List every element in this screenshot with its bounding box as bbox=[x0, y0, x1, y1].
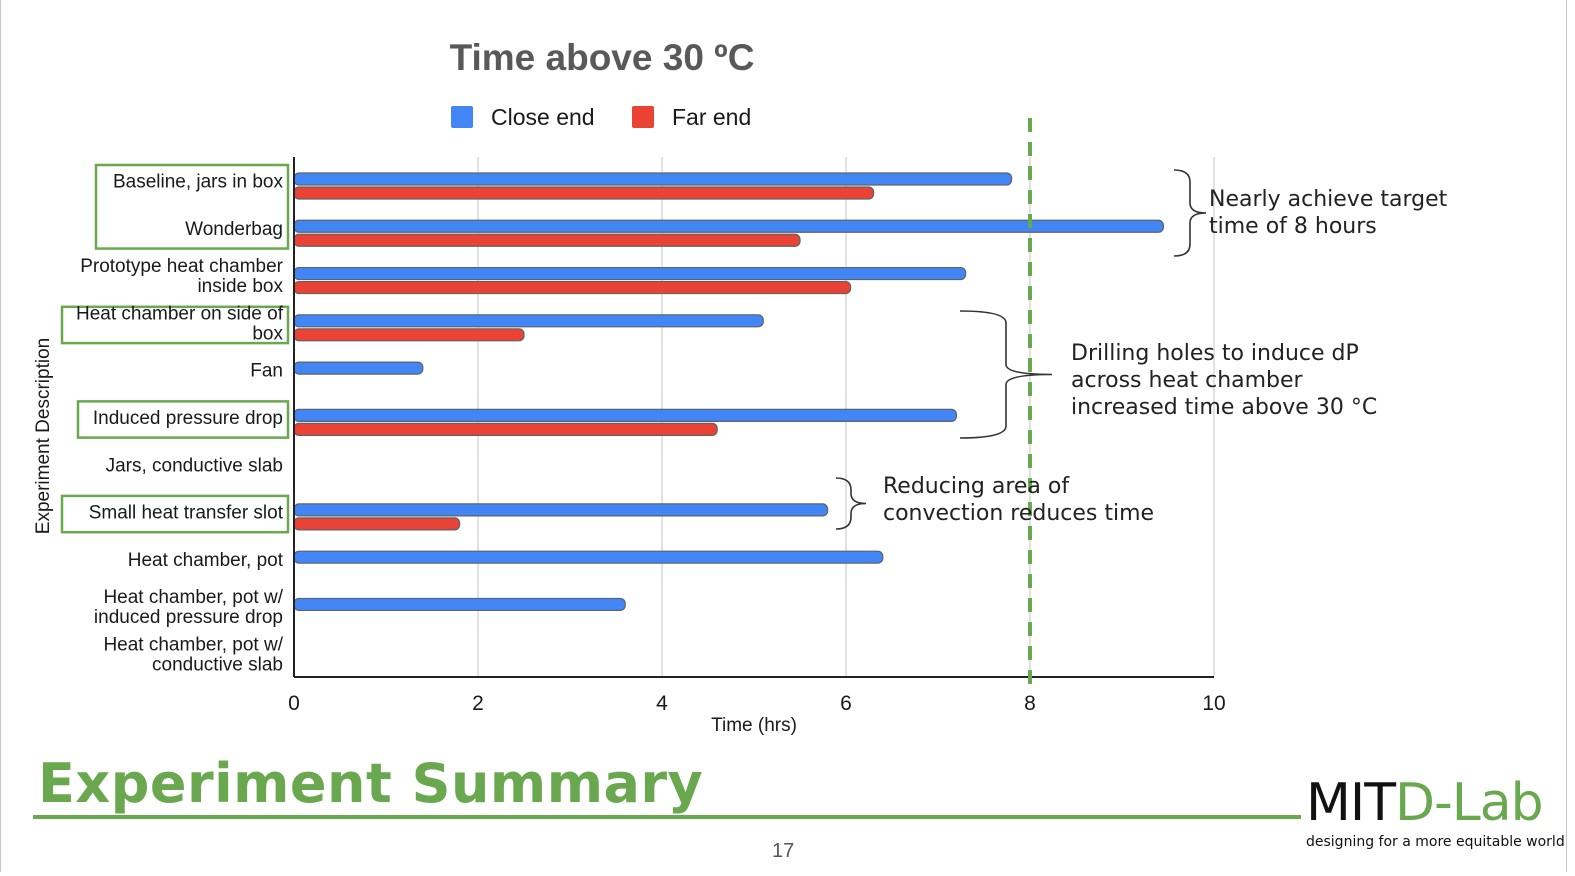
bar-far-end-small-heat-transfer-slot bbox=[293, 517, 461, 531]
bar-far-end-wonderbag bbox=[293, 233, 801, 247]
highlight-boxes bbox=[60, 163, 290, 534]
category-label-prototype-heat-chamber-inside-box: Prototype heat chamber inside box bbox=[80, 256, 283, 297]
title-underline bbox=[33, 815, 1301, 819]
page-number: 17 bbox=[772, 840, 795, 862]
bar-close-end-small-heat-transfer-slot bbox=[293, 503, 829, 517]
bar-far-end-heat-chamber-on-side-of-box bbox=[293, 328, 525, 342]
x-tick-10: 10 bbox=[1202, 692, 1225, 715]
bar-close-end-heat-chamber-on-side-of-box bbox=[293, 314, 764, 328]
legend-swatch-close-end bbox=[451, 106, 473, 128]
axes bbox=[293, 157, 1214, 678]
annotation-2: Drilling holes to induce dP across heat c… bbox=[1071, 341, 1377, 420]
legend-label-far-end: Far end bbox=[672, 104, 751, 130]
x-tick-0: 0 bbox=[288, 692, 300, 715]
annotation-3: Reducing area of convection reduces time bbox=[883, 474, 1154, 526]
category-label-wonderbag: Wonderbag bbox=[185, 219, 283, 240]
category-label-heat-chamber-pot-w-conductive-slab: Heat chamber, pot w/conductive slab bbox=[103, 634, 283, 675]
category-label-small-heat-transfer-slot: Small heat transfer slot bbox=[89, 503, 284, 524]
logo-tagline: designing for a more equitable world bbox=[1306, 834, 1565, 850]
legend-swatch-far-end bbox=[632, 106, 654, 128]
category-label-heat-chamber-pot: Heat chamber, pot bbox=[128, 550, 284, 571]
bar-chart: Time above 30 ºC Close end Far end Baseli… bbox=[33, 37, 1448, 736]
x-tick-labels: 0 2 4 6 8 10 bbox=[288, 692, 1226, 715]
legend: Close end Far end bbox=[451, 104, 751, 130]
x-tick-6: 6 bbox=[840, 692, 852, 715]
brace-convection bbox=[835, 477, 867, 530]
x-tick-4: 4 bbox=[656, 692, 668, 715]
x-axis-title: Time (hrs) bbox=[711, 715, 797, 736]
logo-mit: MIT bbox=[1306, 773, 1396, 833]
bar-close-end-fan bbox=[293, 361, 424, 375]
mit-dlab-logo: MITD-Lab designing for a more equitable … bbox=[1306, 774, 1565, 850]
annotations: Nearly achieve target time of 8 hours Dril… bbox=[835, 169, 1448, 530]
legend-label-close-end: Close end bbox=[491, 104, 595, 130]
category-label-heat-chamber-on-side-of-box: Heat chamber on side of box bbox=[76, 303, 284, 344]
bars bbox=[293, 172, 1165, 612]
highlight-box-heat-chamber-on-side-of-box bbox=[60, 305, 290, 345]
bar-close-end-induced-pressure-drop bbox=[293, 408, 958, 422]
bar-close-end-wonderbag bbox=[293, 219, 1165, 233]
y-axis-title: Experiment Description bbox=[33, 338, 54, 534]
logo-dlab: D-Lab bbox=[1394, 773, 1544, 833]
annotation-1: Nearly achieve target time of 8 hours bbox=[1209, 187, 1448, 239]
slide-title: Experiment Summary bbox=[38, 752, 704, 815]
x-tick-8: 8 bbox=[1024, 692, 1036, 715]
category-label-fan: Fan bbox=[250, 361, 283, 382]
category-label-jars-conductive-slab: Jars, conductive slab bbox=[106, 455, 283, 476]
brace-target bbox=[1173, 169, 1207, 257]
bar-close-end-heat-chamber-pot bbox=[293, 550, 884, 564]
highlight-box-small-heat-transfer-slot bbox=[60, 494, 290, 534]
chart-title: Time above 30 ºC bbox=[450, 37, 755, 78]
bar-far-end-prototype-heat-chamber-inside-box bbox=[293, 280, 852, 295]
highlight-box-induced-pressure-drop bbox=[76, 400, 290, 439]
bar-close-end-prototype-heat-chamber-inside-box bbox=[293, 266, 967, 281]
bar-far-end-induced-pressure-drop bbox=[293, 422, 718, 436]
bar-close-end-baseline-jars-in-box bbox=[293, 172, 1013, 186]
category-label-induced-pressure-drop: Induced pressure drop bbox=[93, 408, 283, 429]
brace-pressure-drop bbox=[959, 310, 1053, 439]
bar-far-end-baseline-jars-in-box bbox=[293, 186, 875, 200]
x-tick-2: 2 bbox=[472, 692, 484, 715]
logo-wordmark: MITD-Lab bbox=[1306, 774, 1562, 832]
bar-close-end-heat-chamber-pot-w-induced-pressure-drop bbox=[293, 597, 626, 612]
category-labels: Baseline, jars in box Wonderbag Prototype … bbox=[76, 172, 284, 676]
category-label-baseline-jars-in-box: Baseline, jars in box bbox=[113, 172, 284, 193]
category-label-heat-chamber-pot-w-induced-pressure-drop: Heat chamber, pot w/induced pressure dro… bbox=[94, 587, 284, 628]
highlight-box-baseline-jars-in-box bbox=[94, 163, 290, 250]
